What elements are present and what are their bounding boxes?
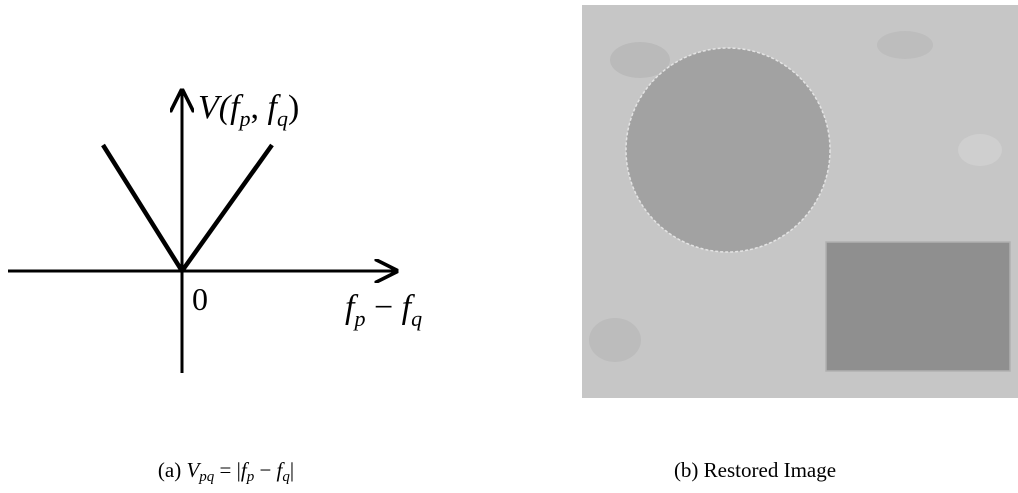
- x-axis-label: fp − fq: [345, 289, 422, 331]
- y-axis-label: V(fp, fq): [198, 89, 299, 131]
- texture-patch: [589, 318, 641, 362]
- label-part: ): [288, 89, 299, 126]
- label-sub: q: [277, 106, 288, 131]
- v-shape: [103, 145, 272, 271]
- panel-a: V(fp, fq) 0 fp − fq (a) Vpq = |fp − fq|: [8, 89, 422, 485]
- label-sub: q: [411, 306, 422, 331]
- origin-label: 0: [192, 281, 208, 317]
- label-part: ,: [251, 89, 268, 126]
- restored-rectangle: [826, 242, 1010, 371]
- caption-b: (b) Restored Image: [674, 458, 836, 482]
- caption-a: (a) Vpq = |fp − fq|: [158, 458, 294, 485]
- panel-b: (b) Restored Image: [582, 5, 1018, 482]
- caption-part: −: [254, 458, 276, 482]
- caption-part: (a): [158, 458, 187, 482]
- caption-part: |: [290, 458, 294, 482]
- figure: V(fp, fq) 0 fp − fq (a) Vpq = |fp − fq| …: [0, 0, 1018, 493]
- label-sub: p: [238, 106, 251, 131]
- caption-sub: pq: [198, 469, 215, 485]
- caption-part: = |: [214, 458, 241, 482]
- label-sub: p: [352, 306, 365, 331]
- texture-patch: [877, 31, 933, 59]
- label-part: V(: [198, 89, 233, 126]
- texture-patch: [958, 134, 1002, 166]
- label-part: −: [365, 289, 401, 326]
- restored-circle: [626, 48, 830, 252]
